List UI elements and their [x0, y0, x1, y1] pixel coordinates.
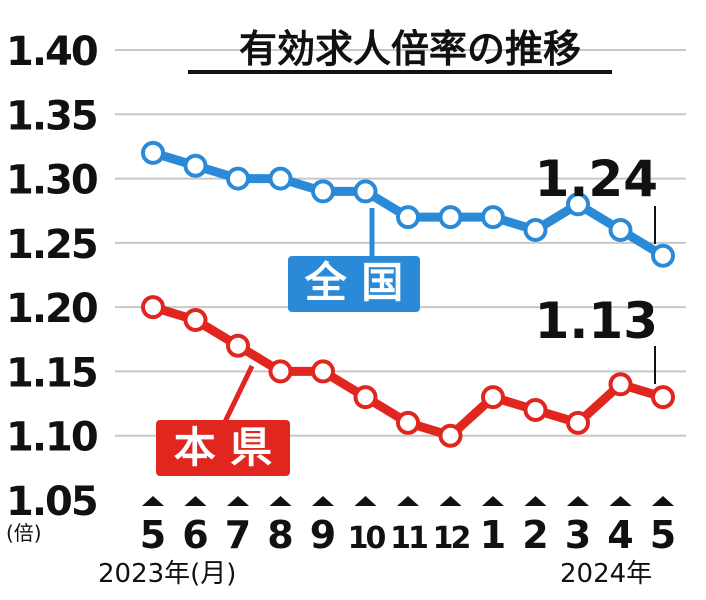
data-point — [481, 205, 505, 230]
data-point — [311, 179, 335, 204]
national-end-value: 1.24 — [535, 150, 658, 208]
x-tick-marker — [354, 496, 377, 506]
data-point — [183, 308, 208, 332]
y-tick-label: 1.25 — [6, 222, 97, 268]
national-badge-label: 全 国 — [304, 258, 404, 307]
x-tick-marker — [269, 496, 292, 506]
data-point — [651, 385, 675, 410]
data-point — [438, 423, 463, 448]
y-axis-ticks: 1.40 1.35 1.30 1.25 1.20 1.15 1.10 1.05 — [6, 29, 99, 525]
x-tick-label: 7 — [225, 513, 251, 557]
y-tick-label: 1.15 — [6, 350, 97, 396]
data-point — [226, 166, 250, 191]
x-tick-marker — [142, 496, 164, 506]
x-tick-label: 9 — [310, 513, 336, 557]
series-national — [141, 140, 675, 268]
x-tick-label: 11 — [390, 521, 427, 556]
x-tick-marker — [312, 496, 334, 506]
grid — [115, 49, 686, 437]
data-point — [523, 218, 548, 242]
prefecture-end-value: 1.13 — [535, 292, 658, 350]
x-tick-label: 10 — [348, 521, 386, 556]
x-axis-ticks: 5 6 7 8 9 10 11 12 1 2 3 4 5 — [140, 513, 676, 557]
chart-title: 有効求人倍率の推移 — [239, 27, 581, 71]
x-axis-markers — [142, 496, 674, 506]
data-point — [651, 243, 675, 268]
prefecture-badge-label: 本 県 — [174, 423, 273, 472]
data-point — [226, 333, 250, 358]
prefecture-leader-line — [219, 364, 255, 430]
x-tick-label: 2 — [522, 513, 548, 557]
y-tick-label: 1.35 — [6, 93, 97, 139]
x-tick-marker — [524, 496, 547, 506]
y-axis-label: (倍) — [6, 521, 42, 545]
x-tick-marker — [184, 496, 207, 506]
y-tick-label: 1.05 — [6, 479, 97, 525]
data-point — [608, 372, 633, 397]
national-badge — [288, 256, 420, 312]
x-axis-start-label: 2023年(月) — [98, 559, 236, 589]
data-point — [141, 140, 165, 165]
y-tick-label: 1.20 — [6, 286, 97, 332]
x-tick-label: 5 — [140, 513, 166, 557]
title-underline — [188, 70, 612, 74]
x-tick-marker — [609, 496, 632, 506]
data-point — [141, 295, 165, 320]
data-point — [311, 359, 335, 384]
x-tick-label: 6 — [182, 513, 208, 557]
x-tick-label: 5 — [650, 513, 676, 557]
x-tick-label: 12 — [433, 521, 470, 556]
x-tick-marker — [482, 496, 504, 506]
x-tick-marker — [567, 496, 589, 506]
data-point — [396, 410, 420, 435]
x-tick-label: 1 — [480, 513, 506, 557]
prefecture-badge — [156, 420, 290, 476]
series-layer — [141, 140, 675, 448]
x-tick-label: 3 — [565, 513, 591, 557]
x-tick-label: 8 — [267, 513, 293, 557]
x-tick-marker — [227, 496, 249, 506]
y-tick-label: 1.40 — [6, 29, 97, 75]
data-point — [438, 205, 463, 230]
data-point — [268, 359, 293, 384]
series-prefecture — [141, 295, 675, 448]
x-tick-marker — [397, 496, 419, 506]
data-point — [481, 385, 505, 410]
data-point — [523, 398, 548, 422]
y-tick-label: 1.10 — [6, 415, 97, 461]
data-point — [608, 218, 633, 242]
y-tick-label: 1.30 — [6, 158, 97, 204]
data-point — [566, 410, 590, 435]
data-point — [353, 385, 378, 410]
data-point — [183, 153, 208, 178]
x-tick-label: 4 — [607, 513, 633, 557]
x-tick-marker — [439, 496, 462, 506]
data-point — [353, 179, 378, 204]
x-axis-end-label: 2024年 — [560, 559, 652, 589]
data-point — [566, 192, 590, 217]
data-point — [268, 166, 293, 191]
data-point — [396, 205, 420, 230]
x-tick-marker — [652, 496, 674, 506]
